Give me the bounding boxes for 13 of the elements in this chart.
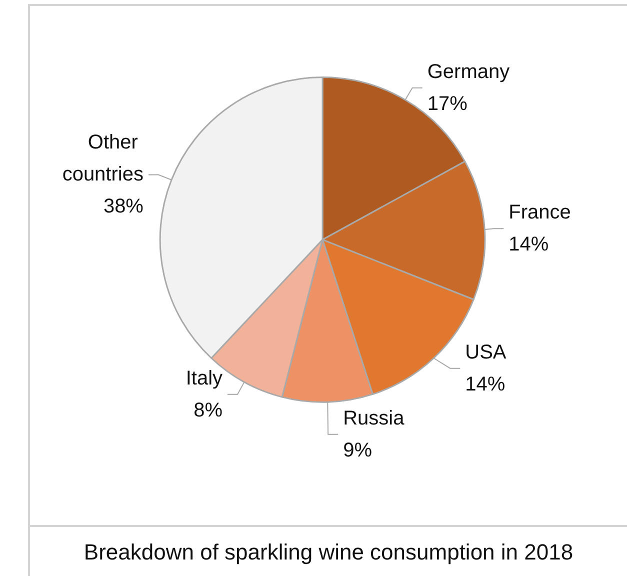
data-label: 8% bbox=[194, 399, 223, 422]
data-label: 9% bbox=[343, 439, 372, 462]
slice-label: Italy bbox=[186, 367, 223, 390]
data-label: 17% bbox=[427, 92, 468, 115]
slice-label: USA bbox=[465, 341, 507, 364]
data-label: 38% bbox=[103, 196, 144, 218]
text: Breakdown of sparkling wine consumption in 2018 bbox=[84, 540, 574, 564]
slice-label: Other countries bbox=[62, 132, 144, 186]
slice-label: Russia bbox=[343, 407, 406, 430]
data-label: 14% bbox=[508, 234, 549, 256]
slice-label: Germany bbox=[427, 60, 510, 83]
data-label: 14% bbox=[465, 373, 506, 396]
slice-label: France bbox=[508, 202, 571, 224]
